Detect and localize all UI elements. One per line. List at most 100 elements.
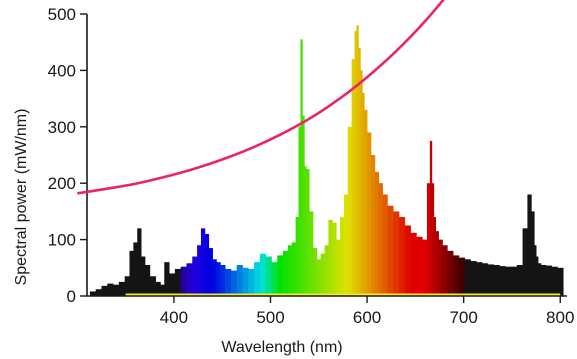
x-axis-label: Wavelength (nm) <box>221 339 342 356</box>
spectrum-bar <box>433 217 437 296</box>
spectrum-bar <box>354 30 357 296</box>
spectrum-bar <box>538 263 542 296</box>
spectrum-bar <box>527 194 532 296</box>
spectrum-bar <box>186 263 193 296</box>
spectrum-bar <box>271 262 278 296</box>
spectrum-bar <box>144 264 151 296</box>
spectrum-bar <box>356 25 359 297</box>
spectrum-bar <box>95 289 102 296</box>
spectrum-bar <box>113 284 120 296</box>
spectrum-bar <box>551 266 558 296</box>
spectrum-bar <box>522 228 528 296</box>
spectrum-bar <box>164 262 170 296</box>
spectrum-bar <box>438 239 443 296</box>
spectrum-bar <box>216 262 221 296</box>
spectrum-bar <box>534 245 537 296</box>
spectrum-bar <box>89 291 97 296</box>
spectrum-bar <box>174 268 182 296</box>
spectrum-bar <box>169 273 176 296</box>
spectrum-bar <box>482 263 489 296</box>
spectrum-bar <box>347 126 353 296</box>
spectrum-bar <box>364 109 368 296</box>
spectrum-bar <box>398 217 406 296</box>
spectrum-bar <box>133 242 138 296</box>
spectrum-bar <box>291 242 297 296</box>
y-tick-label: 200 <box>48 174 76 193</box>
spectrum-bar <box>204 233 210 296</box>
spectrum-bar <box>287 245 293 296</box>
spectrum-bar <box>200 228 206 296</box>
spectrum-bar <box>458 257 466 296</box>
x-tick-label: 600 <box>353 308 381 327</box>
x-tick-label: 800 <box>546 308 574 327</box>
spectrum-bar <box>382 194 388 296</box>
y-tick-label: 300 <box>48 118 76 137</box>
spectrum-bar <box>141 256 146 296</box>
spectrum-bar <box>499 266 506 296</box>
spectrum-bar <box>129 250 134 296</box>
spectrum-bar <box>476 262 483 296</box>
spectrum-bar <box>300 39 303 296</box>
spectrum-bar <box>101 285 108 296</box>
spectrum-bar <box>487 264 494 296</box>
spectrum-bar <box>510 266 518 296</box>
spectrum-bar <box>447 250 454 296</box>
spectrum-bar <box>343 194 349 296</box>
spectrum-bar <box>248 268 255 296</box>
spectrum-bar <box>160 284 165 296</box>
spectrum-bar <box>220 264 226 296</box>
spectrum-bar <box>149 276 156 296</box>
spectrum-bar <box>435 231 439 296</box>
spectrum-bar <box>328 219 333 296</box>
y-axis-label: Spectral power (mW/nm) <box>13 109 30 286</box>
spectrum-bar <box>470 261 477 296</box>
y-tick-label: 400 <box>48 61 76 80</box>
spectrum-bar <box>393 211 400 296</box>
spectrum-bar <box>410 232 417 296</box>
spectrum-bar <box>416 236 423 296</box>
spectrum-bar <box>180 266 187 296</box>
spectrum-bar <box>360 70 363 297</box>
spectrum-bar <box>536 256 539 296</box>
spectrum-bar <box>387 205 394 296</box>
spectrum-bar <box>212 259 217 296</box>
spectrum-bar <box>277 255 284 296</box>
spectrum-bar <box>557 267 564 296</box>
spectrum-bar <box>236 264 243 296</box>
spectrum-bar <box>429 140 433 296</box>
spectrum-bar <box>336 239 341 296</box>
spectrum-bar <box>464 259 471 296</box>
spectrum-bar <box>493 264 500 296</box>
spectrum-bar <box>124 276 130 296</box>
spectrum-bar <box>118 281 126 296</box>
spectrum-bar <box>309 211 314 296</box>
spectrum-bar <box>374 171 380 296</box>
spectrum-bars <box>89 25 564 297</box>
spectrum-bar <box>531 211 535 296</box>
x-tick-labels: 400 500 600 700 800 <box>160 308 575 327</box>
spectrum-bar <box>362 92 365 297</box>
spectrum-bar <box>516 264 523 296</box>
spectrum-bar <box>332 222 337 296</box>
spectrum-bar <box>302 115 305 297</box>
spectrum-bar <box>197 245 202 296</box>
spectrum-baseline-highlight <box>125 293 561 297</box>
spectrum-bar <box>453 255 460 296</box>
spectrum-bar <box>378 183 383 296</box>
spectrum-bar <box>358 47 361 297</box>
spectrum-bar <box>225 268 232 296</box>
y-tick-label: 100 <box>48 231 76 250</box>
spectrum-bar <box>230 270 238 296</box>
spectrum-bar <box>367 132 372 296</box>
spectrum-bar <box>259 253 267 296</box>
spectrum-bar <box>313 248 318 296</box>
spectrum-bar <box>283 250 289 296</box>
spectrum-bar <box>351 59 355 297</box>
spectrum-bar <box>320 253 325 296</box>
y-tick-labels: 0 100 200 300 400 500 <box>48 5 76 306</box>
spectrum-bar <box>107 283 114 296</box>
spectrum-bar <box>426 183 431 296</box>
spectrum-bar <box>254 262 261 296</box>
spectrum-bar <box>442 245 448 296</box>
spectrum-bar <box>137 228 142 296</box>
